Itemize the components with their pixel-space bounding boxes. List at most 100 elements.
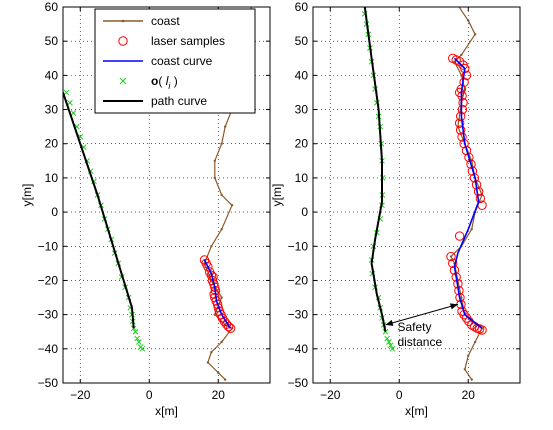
o-li-marker [382,328,389,335]
laser-sample-marker [446,251,456,262]
x-axis-label: x[m] [405,404,428,418]
y-tick-label: 20 [45,137,59,151]
laser-sample-marker [475,193,486,204]
y-tick-label: 40 [295,68,309,82]
coast-curve-line [453,57,483,329]
coast-marker [217,371,220,374]
laser-sample-marker [455,292,465,303]
y-tick-label: 40 [45,68,59,82]
laser-sample-marker [206,270,217,281]
laser-sample-marker [223,321,234,332]
coast-marker [470,227,473,231]
o-li-marker [134,335,141,342]
coast-marker [220,227,223,231]
y-tick-label: −40 [38,342,59,356]
coast-marker [467,354,470,357]
laser-sample-marker [225,323,236,334]
y-tick-label: −50 [38,376,59,390]
coast-marker [220,340,223,344]
coast-marker [213,176,216,180]
path-curve-line [63,92,135,329]
y-axis-label: y[m] [270,184,284,207]
coast-marker [213,159,216,163]
axes-box [62,6,271,384]
o-li-marker [132,328,139,335]
o-li-marker [387,342,394,349]
x-tick-label: 0 [146,388,153,402]
laser-sample-marker [454,231,465,241]
axes-box [312,6,521,384]
coast-marker [473,340,477,344]
o-li-marker [386,339,392,345]
o-li-marker [384,335,391,342]
x-tick-label: −20 [320,388,341,402]
y-tick-label: 10 [45,171,59,185]
laser-sample-marker [466,159,476,169]
coast-marker [473,33,477,36]
o-li-marker [136,339,142,345]
y-tick-label: −20 [38,273,59,287]
y-tick-label: 10 [295,171,309,185]
y-tick-label: −10 [38,239,59,253]
laser-sample-marker [454,118,465,128]
y-tick-label: −20 [288,273,309,287]
coast-marker [213,313,216,316]
coast-curve-line [203,259,231,329]
y-tick-label: 30 [45,103,59,117]
y-tick-label: −40 [288,342,309,356]
y-tick-label: 0 [301,205,308,219]
y-tick-label: 0 [51,205,58,219]
coast-marker [223,125,227,128]
legend-entry-label: laser samples [151,34,225,48]
o-li-marker [130,325,137,332]
coast-marker [252,0,254,1]
laser-sample-marker [203,262,213,272]
coast-marker [453,0,455,1]
series-group [361,0,487,381]
safety-arrowhead-right [449,303,458,310]
laser-sample-marker [457,104,468,115]
coast-marker [463,368,466,371]
coast-marker [460,53,463,57]
laser-sample-marker [212,299,223,310]
y-axis-label: y[m] [20,184,34,207]
coast-marker [206,361,210,364]
legend-entry-label: path curve [151,94,207,108]
coast-marker [449,255,453,258]
o-li-marker [139,345,146,352]
y-tick-label: 30 [295,103,309,117]
y-tick-label: 60 [295,0,309,14]
y-tick-label: 60 [45,0,59,14]
laser-sample-marker [473,186,484,197]
legend-swatch-dot [121,19,125,23]
coast-marker [467,19,470,22]
coast-marker [220,296,223,299]
legend-entry-label: coast [151,14,180,28]
x-tick-label: 0 [396,388,403,402]
legend-entry-label: o( li ) [151,74,178,91]
coast-marker [230,204,234,207]
o-li-marker [63,89,70,96]
legend-swatch-laser-samples [118,36,128,46]
x-tick-label: 20 [212,388,226,402]
coast-marker [223,378,227,381]
laser-sample-marker [464,152,474,163]
chart-panel-1: −20 0 20 −50 −40 −30 −20 −10 0 10 20 30 40 50 60 x[m] y[… [20,0,271,418]
coast-marker [220,193,223,197]
coast-marker [470,378,473,381]
coast-marker [460,296,463,299]
safety-distance-label: distance [397,335,442,349]
laser-sample-marker [448,258,458,269]
coast-marker [220,142,223,145]
y-tick-label: −10 [288,239,309,253]
path-curve-line [363,7,387,332]
y-tick-label: 20 [295,137,309,151]
y-tick-label: −50 [288,376,309,390]
y-tick-label: −30 [288,308,309,322]
o-li-marker [389,345,396,352]
chart-panel-2: −20 0 20 −50 −40 −30 −20 −10 0 10 20 30 40 50 60 x[m] y[… [270,0,521,418]
x-axis-label: x[m] [155,404,178,418]
x-tick-label: −20 [70,388,91,402]
x-tick-label: 20 [462,388,476,402]
